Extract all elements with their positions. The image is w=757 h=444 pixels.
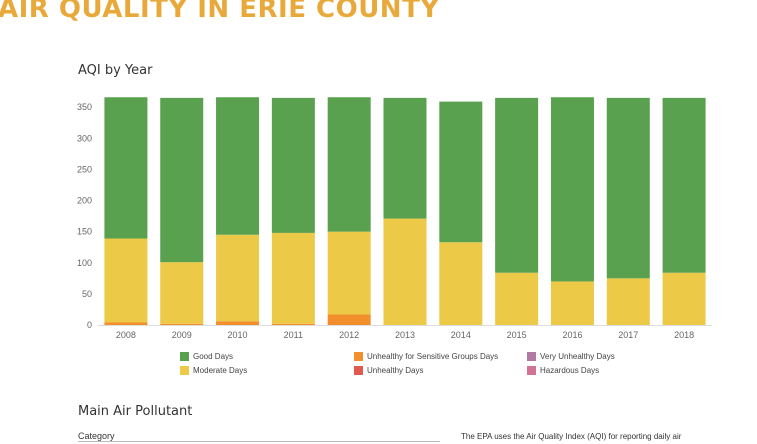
x-tick-label: 2013 <box>395 330 415 340</box>
legend-swatch <box>180 352 189 361</box>
legend-swatch <box>527 352 536 361</box>
legend-label: Unhealthy Days <box>367 366 424 375</box>
page-title: AIR QUALITY IN ERIE COUNTY <box>0 0 440 24</box>
x-tick-label: 2008 <box>116 330 136 340</box>
y-tick-label: 150 <box>77 227 92 237</box>
legend-item-unhealthy-sensitive: Unhealthy for Sensitive Groups Days <box>354 352 498 361</box>
legend-item-very-unhealthy-days: Very Unhealthy Days <box>527 352 615 361</box>
x-tick-label: 2011 <box>284 330 303 340</box>
bar-segment <box>271 323 315 325</box>
x-tick-label: 2015 <box>507 330 527 340</box>
legend-label: Hazardous Days <box>540 366 600 375</box>
bar-segment <box>550 97 594 282</box>
y-tick-label: 50 <box>82 289 92 299</box>
bar-segment <box>160 323 204 325</box>
aqi-stacked-bar-chart: 0 50 100 150 200 250 300 350 2008 2009 2010 2011 201… <box>77 97 712 340</box>
x-tick-label: 2016 <box>562 330 582 340</box>
bar-segment <box>327 314 371 325</box>
bar-segment <box>216 97 260 235</box>
x-tick-label: 2010 <box>228 330 248 340</box>
bar-segment <box>383 218 427 325</box>
legend-swatch <box>527 366 536 375</box>
y-tick-label: 0 <box>87 320 92 330</box>
legend-label: Very Unhealthy Days <box>540 352 615 361</box>
legend-item-good-days: Good Days <box>180 352 233 361</box>
bar-segment <box>550 281 594 325</box>
x-tick-label: 2018 <box>674 330 694 340</box>
bar-segment <box>104 322 148 325</box>
bar-segment <box>104 238 148 323</box>
bar-segment <box>327 97 371 232</box>
y-tick-label: 250 <box>77 164 92 174</box>
bar-segment <box>495 272 539 325</box>
legend-swatch <box>180 366 189 375</box>
divider <box>78 441 440 442</box>
bar-segment <box>160 262 204 324</box>
bar-segment <box>160 97 204 263</box>
bar-segment <box>216 321 260 325</box>
x-tick-label: 2009 <box>172 330 192 340</box>
legend-swatch <box>354 366 363 375</box>
bar-segment <box>271 97 315 233</box>
bar-segment <box>104 97 148 239</box>
chart-title: AQI by Year <box>78 63 153 78</box>
x-tick-label: 2014 <box>451 330 471 340</box>
legend-item-moderate-days: Moderate Days <box>180 366 247 375</box>
bar-segment <box>662 272 706 325</box>
bar-segment <box>662 97 706 273</box>
legend-swatch <box>354 352 363 361</box>
bar-segment <box>271 232 315 324</box>
y-tick-label: 350 <box>77 102 92 112</box>
legend-item-unhealthy-days: Unhealthy Days <box>354 366 423 375</box>
y-tick-label: 300 <box>77 133 92 143</box>
aqi-note-text: The EPA uses the Air Quality Index (AQI)… <box>461 432 682 441</box>
legend-item-hazardous-days: Hazardous Days <box>527 366 599 375</box>
x-tick-label: 2012 <box>339 330 359 340</box>
bar-segment <box>606 278 650 325</box>
y-tick-label: 100 <box>77 258 92 268</box>
bar-segment <box>606 97 650 279</box>
bar-segment <box>439 101 483 243</box>
category-column-header: Category <box>78 431 115 441</box>
legend-label: Moderate Days <box>193 366 248 375</box>
section-title: Main Air Pollutant <box>78 404 193 419</box>
bar-segment <box>216 234 260 322</box>
bar-segment <box>383 97 427 219</box>
x-tick-label: 2017 <box>618 330 638 340</box>
bar-segment <box>439 242 483 325</box>
y-tick-label: 200 <box>77 196 92 206</box>
bar-segment <box>495 97 539 273</box>
bar-segment <box>327 231 371 315</box>
legend-label: Unhealthy for Sensitive Groups Days <box>367 352 499 361</box>
legend-label: Good Days <box>193 352 234 361</box>
